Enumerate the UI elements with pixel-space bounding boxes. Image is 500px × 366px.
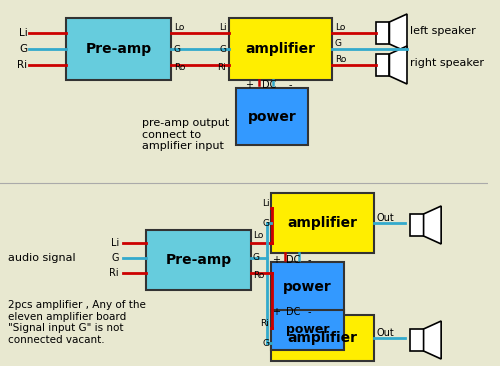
Text: Out: Out [376, 328, 394, 338]
Bar [146, 230, 251, 290]
Text: +: + [245, 80, 253, 90]
Text: -: - [288, 80, 292, 90]
Text: Pre-amp: Pre-amp [86, 42, 152, 56]
Text: Ri: Ri [17, 60, 28, 70]
Text: 2pcs amplifier , Any of the
eleven amplifier board
"Signal input G" is not
conne: 2pcs amplifier , Any of the eleven ampli… [8, 300, 145, 345]
Text: G: G [174, 45, 180, 53]
Text: G: G [262, 219, 270, 228]
Polygon shape [424, 206, 441, 244]
Text: amplifier: amplifier [288, 331, 358, 345]
Bar [410, 329, 424, 351]
Bar [272, 262, 344, 312]
Text: Ro: Ro [174, 63, 185, 71]
Polygon shape [424, 321, 441, 359]
Text: -: - [308, 255, 311, 265]
Text: power: power [286, 324, 329, 336]
Polygon shape [390, 46, 407, 84]
Text: Out: Out [376, 213, 394, 223]
Text: Li: Li [262, 198, 270, 208]
Bar [376, 54, 390, 76]
Bar [410, 214, 424, 236]
Text: amplifier: amplifier [288, 216, 358, 230]
Text: Lo: Lo [335, 22, 345, 31]
Text: G: G [253, 254, 260, 262]
Text: power: power [248, 109, 296, 123]
Text: +: + [272, 307, 280, 317]
Text: DC: DC [286, 307, 300, 317]
Text: Ri: Ri [110, 268, 119, 278]
Text: Lo: Lo [174, 23, 184, 33]
Text: DC: DC [286, 255, 300, 265]
Text: Li: Li [18, 28, 28, 38]
Text: +: + [272, 255, 280, 265]
Bar [272, 193, 374, 253]
Text: -: - [308, 307, 311, 317]
Text: Li: Li [111, 238, 119, 248]
Text: left speaker: left speaker [410, 26, 476, 36]
Text: G: G [19, 44, 28, 54]
Text: DC: DC [262, 80, 276, 90]
Text: audio signal: audio signal [8, 253, 76, 263]
Text: G: G [262, 339, 270, 347]
Text: right speaker: right speaker [410, 58, 484, 68]
Text: Lo: Lo [253, 232, 263, 240]
Text: power: power [283, 280, 332, 294]
Text: Li: Li [219, 23, 226, 33]
Text: Ro: Ro [335, 55, 346, 63]
Bar [66, 18, 171, 80]
Text: Ro: Ro [253, 272, 264, 280]
Polygon shape [390, 14, 407, 52]
Text: G: G [220, 45, 226, 53]
Bar [272, 310, 344, 350]
Bar [376, 22, 390, 44]
Bar [272, 315, 374, 361]
Text: pre-amp output
connect to
amplifier input: pre-amp output connect to amplifier inpu… [142, 118, 229, 151]
Text: Pre-amp: Pre-amp [166, 253, 232, 267]
Text: amplifier: amplifier [246, 42, 316, 56]
Text: Ri: Ri [260, 318, 270, 328]
Text: Ri: Ri [218, 63, 226, 71]
Bar [230, 18, 332, 80]
Bar [236, 88, 308, 145]
Text: G: G [112, 253, 119, 263]
Text: G: G [335, 40, 342, 49]
